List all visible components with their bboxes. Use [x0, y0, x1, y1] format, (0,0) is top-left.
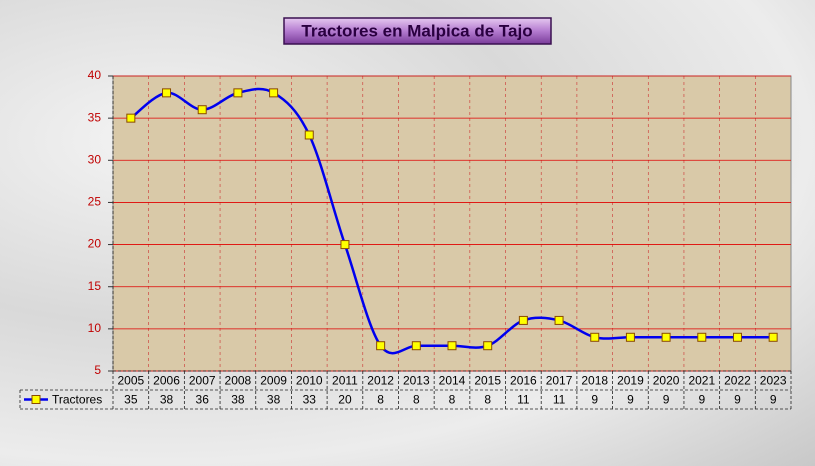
- table-value: 20: [338, 393, 352, 407]
- marker: [483, 341, 493, 351]
- table-value: 9: [591, 393, 598, 407]
- table-value: 8: [449, 393, 456, 407]
- table-value: 38: [231, 393, 245, 407]
- marker: [518, 315, 528, 325]
- table-value: 8: [484, 393, 491, 407]
- x-tick-label: 2016: [510, 374, 537, 388]
- table-value: 35: [124, 393, 138, 407]
- y-tick-label: 10: [88, 321, 102, 335]
- table-value: 11: [553, 393, 566, 407]
- y-tick-label: 5: [94, 363, 101, 377]
- x-tick-label: 2020: [653, 374, 680, 388]
- table-value: 8: [413, 393, 420, 407]
- x-tick-label: 2023: [760, 374, 787, 388]
- chart-title: Tractores en Malpica de Tajo: [301, 21, 532, 40]
- marker: [732, 332, 742, 342]
- table-value: 9: [734, 393, 741, 407]
- marker: [447, 341, 457, 351]
- y-tick-label: 30: [88, 152, 102, 166]
- y-tick-label: 20: [88, 237, 102, 251]
- y-tick-label: 35: [88, 110, 102, 124]
- marker: [340, 240, 350, 250]
- x-tick-label: 2009: [260, 374, 287, 388]
- x-tick-label: 2017: [546, 374, 573, 388]
- x-tick-label: 2013: [403, 374, 430, 388]
- x-tick-label: 2012: [367, 374, 394, 388]
- marker: [126, 113, 136, 123]
- plot-area: [112, 75, 792, 372]
- table-value: 33: [303, 393, 317, 407]
- table-value: 11: [517, 393, 530, 407]
- table-value: 38: [267, 393, 281, 407]
- marker: [625, 332, 635, 342]
- marker: [233, 88, 243, 98]
- x-tick-label: 2019: [617, 374, 644, 388]
- x-tick-label: 2021: [688, 374, 715, 388]
- y-tick-label: 25: [88, 195, 102, 209]
- marker: [269, 88, 279, 98]
- x-tick-label: 2005: [117, 374, 144, 388]
- x-tick-label: 2010: [296, 374, 323, 388]
- table-value: 38: [160, 393, 174, 407]
- marker: [697, 332, 707, 342]
- y-tick-label: 15: [88, 279, 102, 293]
- marker: [590, 332, 600, 342]
- table-value: 9: [770, 393, 777, 407]
- legend-label: Tractores: [52, 393, 102, 407]
- table-value: 9: [663, 393, 670, 407]
- x-tick-label: 2006: [153, 374, 180, 388]
- x-tick-label: 2015: [474, 374, 501, 388]
- x-tick-label: 2011: [332, 374, 358, 388]
- marker: [661, 332, 671, 342]
- marker: [411, 341, 421, 351]
- title-box: [283, 17, 552, 45]
- x-tick-label: 2007: [189, 374, 216, 388]
- table-value: 36: [196, 393, 210, 407]
- marker: [197, 105, 207, 115]
- table-value: 8: [377, 393, 384, 407]
- table-value: 9: [627, 393, 634, 407]
- marker: [376, 341, 386, 351]
- table-value: 9: [698, 393, 705, 407]
- marker: [304, 130, 314, 140]
- x-tick-label: 2022: [724, 374, 751, 388]
- y-tick-label: 40: [88, 68, 102, 82]
- marker: [768, 332, 778, 342]
- x-tick-label: 2008: [225, 374, 252, 388]
- x-tick-label: 2018: [581, 374, 608, 388]
- legend-marker: [31, 395, 41, 404]
- marker: [162, 88, 172, 98]
- marker: [554, 315, 564, 325]
- x-tick-label: 2014: [439, 374, 466, 388]
